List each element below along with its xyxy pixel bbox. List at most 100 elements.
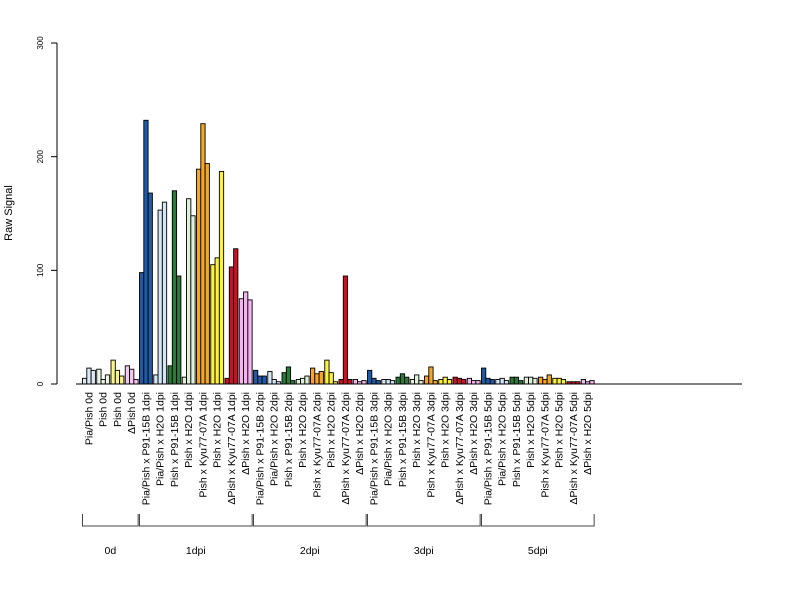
x-tick-labels: Pia/Pish 0d Pish 0d Pish 0d ΔPish 0d Pia/Pis… xyxy=(83,392,594,505)
bar xyxy=(100,379,106,385)
bar xyxy=(96,368,102,385)
bar xyxy=(481,367,487,385)
bar xyxy=(233,248,239,385)
x-tick-label: ΔPish x H2O 5dpi xyxy=(582,392,594,475)
x-tick-label: Pia/Pish x P91-15B 2dpi xyxy=(254,392,266,505)
bars-layer xyxy=(82,119,595,385)
x-tick-label: Pish x Kyu77-07A 2dpi xyxy=(311,392,323,498)
bar xyxy=(304,375,310,385)
bar xyxy=(456,377,463,385)
bar xyxy=(218,170,225,385)
bar xyxy=(114,369,121,385)
bar xyxy=(414,374,420,385)
bar xyxy=(446,379,453,385)
bar xyxy=(261,375,267,385)
x-tick-label: Pia/Pish x P91-15B 3dpi xyxy=(368,392,380,505)
bar xyxy=(442,376,448,385)
x-tick-label: Pish x H2O 5dpi xyxy=(554,392,566,468)
x-tick-label: ΔPish 0d xyxy=(126,392,138,434)
bar xyxy=(285,366,292,385)
bar xyxy=(352,379,359,385)
bar xyxy=(267,371,273,385)
bar xyxy=(361,380,367,385)
x-tick-label: ΔPish x H2O 3dpi xyxy=(468,392,480,475)
bar xyxy=(552,377,558,385)
bar xyxy=(200,123,206,385)
bar xyxy=(475,380,481,385)
bar xyxy=(124,365,131,385)
bar xyxy=(143,119,149,385)
y-tick-label: 100 xyxy=(36,263,45,277)
y-tick-label: 0 xyxy=(36,381,45,386)
bar xyxy=(204,163,210,385)
bar xyxy=(556,377,562,385)
bar xyxy=(324,359,330,385)
group-bracket xyxy=(481,514,595,527)
bar xyxy=(181,376,188,385)
bar xyxy=(499,377,505,385)
x-tick-label: Pia/Pish x H2O 3dpi xyxy=(383,392,395,486)
bar xyxy=(381,379,387,385)
bar xyxy=(485,377,491,385)
x-tick-label: ΔPish x Kyu77-07A 5dpi xyxy=(568,392,580,505)
bar xyxy=(580,379,587,385)
bar xyxy=(495,379,501,385)
x-tick-label: Pish x H2O 2dpi xyxy=(297,392,309,468)
bar xyxy=(389,380,396,385)
x-tick-label: ΔPish x H2O 1dpi xyxy=(240,392,252,475)
bar xyxy=(404,376,410,385)
bar xyxy=(424,375,430,385)
y-tick-label: 300 xyxy=(36,36,45,50)
bar xyxy=(119,375,125,385)
x-tick-label: Pish x Kyu77-07A 5dpi xyxy=(539,392,551,498)
bar xyxy=(523,376,530,385)
group-label: 1dpi xyxy=(186,545,206,557)
group-bracket xyxy=(82,514,139,527)
bar xyxy=(418,380,424,385)
bar xyxy=(466,377,473,385)
bar xyxy=(328,372,334,385)
x-tick-label: Pish x H2O 3dpi xyxy=(440,392,452,468)
bar xyxy=(82,377,88,385)
bar xyxy=(129,368,135,385)
bar xyxy=(513,376,520,385)
bar xyxy=(438,379,444,385)
bar xyxy=(196,168,202,385)
x-tick-label: Pish x H2O 1dpi xyxy=(212,392,224,468)
x-tick-label: Pia/Pish x H2O 5dpi xyxy=(497,392,509,486)
bar xyxy=(228,266,235,385)
bar xyxy=(310,367,316,385)
bar xyxy=(253,369,259,385)
bar xyxy=(243,291,249,385)
bar xyxy=(367,369,373,385)
bar xyxy=(399,373,406,385)
bar xyxy=(503,380,510,385)
bar xyxy=(589,380,595,385)
bar xyxy=(428,366,434,385)
x-tick-label: Pish x P91-15B 2dpi xyxy=(283,392,295,487)
x-tick-label: Pish x H2O 2dpi xyxy=(326,392,338,468)
bar xyxy=(432,380,438,385)
bar xyxy=(271,379,277,385)
bar xyxy=(139,272,145,385)
bar xyxy=(375,380,381,385)
group-bracket xyxy=(367,514,481,527)
x-tick-label: Pish 0d xyxy=(98,392,110,427)
y-axis-title: Raw Signal xyxy=(3,185,15,241)
bar xyxy=(452,376,458,385)
bar xyxy=(171,190,178,385)
group-bracket xyxy=(139,514,253,527)
group-bracket xyxy=(253,514,367,527)
group-label: 5dpi xyxy=(528,545,548,557)
bar xyxy=(176,275,182,385)
x-tick-label: Pish x H2O 3dpi xyxy=(411,392,423,468)
x-tick-label: Pia/Pish x P91-15B 5dpi xyxy=(482,392,494,505)
x-tick-label: Pia/Pish x H2O 1dpi xyxy=(155,392,167,486)
bar xyxy=(147,192,153,385)
bar xyxy=(538,376,544,385)
bar xyxy=(471,380,477,385)
bar xyxy=(161,201,168,385)
bar xyxy=(314,373,320,385)
bar xyxy=(542,379,548,385)
